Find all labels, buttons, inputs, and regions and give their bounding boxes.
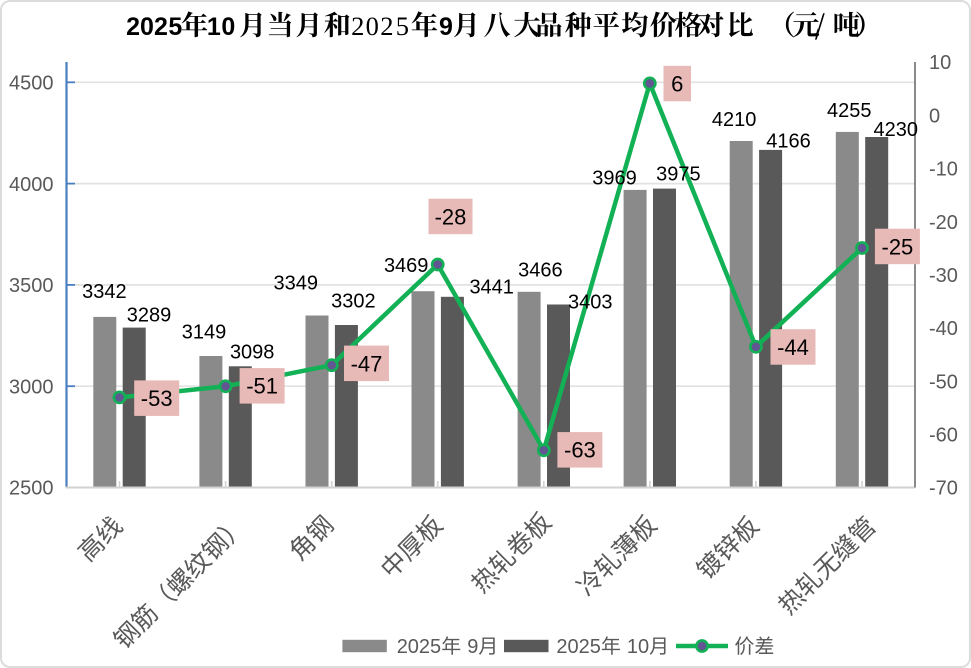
svg-text:-25: -25 <box>882 234 914 259</box>
svg-text:-53: -53 <box>141 386 173 411</box>
svg-text:-50: -50 <box>929 371 958 393</box>
svg-text:4000: 4000 <box>9 174 54 196</box>
svg-text:5: 5 <box>396 11 409 41</box>
svg-text:-28: -28 <box>435 204 467 229</box>
svg-text:2: 2 <box>126 13 140 41</box>
svg-text:-44: -44 <box>777 335 809 360</box>
svg-text:5: 5 <box>168 13 182 41</box>
svg-text:4255: 4255 <box>827 100 872 122</box>
svg-text:-40: -40 <box>929 318 958 340</box>
svg-text:3469: 3469 <box>384 255 429 277</box>
svg-text:3403: 3403 <box>568 292 613 314</box>
svg-text:2: 2 <box>380 11 393 41</box>
svg-text:10: 10 <box>627 636 649 658</box>
svg-text:3969: 3969 <box>592 168 637 190</box>
svg-text:10: 10 <box>929 52 951 74</box>
svg-text:2500: 2500 <box>9 478 54 500</box>
svg-text:-51: -51 <box>246 374 278 399</box>
svg-text:0: 0 <box>366 11 379 41</box>
svg-text:6: 6 <box>671 72 683 97</box>
svg-text:4500: 4500 <box>9 73 54 95</box>
svg-text:-30: -30 <box>929 265 958 287</box>
svg-text:3000: 3000 <box>9 376 54 398</box>
svg-text:3302: 3302 <box>331 290 376 312</box>
svg-text:9: 9 <box>439 13 453 41</box>
svg-text:-60: -60 <box>929 425 958 447</box>
svg-text:3500: 3500 <box>9 275 54 297</box>
svg-text:-70: -70 <box>929 478 958 500</box>
svg-text:-20: -20 <box>929 212 958 234</box>
svg-text:3441: 3441 <box>469 277 514 299</box>
svg-text:0: 0 <box>929 105 940 127</box>
svg-text:-63: -63 <box>564 438 596 463</box>
svg-text:3342: 3342 <box>82 281 127 303</box>
svg-text:3289: 3289 <box>127 305 172 327</box>
svg-text:4230: 4230 <box>874 119 919 141</box>
svg-text:2025: 2025 <box>556 636 601 658</box>
svg-text:0: 0 <box>221 13 235 41</box>
svg-text:3098: 3098 <box>230 341 275 363</box>
svg-text:9: 9 <box>467 636 478 658</box>
svg-text:-47: -47 <box>351 351 383 376</box>
svg-text:4166: 4166 <box>766 130 811 152</box>
svg-text:4210: 4210 <box>712 109 757 131</box>
svg-text:3975: 3975 <box>656 163 701 185</box>
svg-text:2: 2 <box>351 11 364 41</box>
svg-text:0: 0 <box>140 13 154 41</box>
svg-text:3349: 3349 <box>274 273 319 295</box>
svg-text:3149: 3149 <box>182 322 227 344</box>
svg-text:3466: 3466 <box>518 260 563 282</box>
svg-text:2: 2 <box>154 13 168 41</box>
svg-text:2025: 2025 <box>397 636 442 658</box>
svg-text:1: 1 <box>207 13 221 41</box>
svg-text:-10: -10 <box>929 159 958 181</box>
